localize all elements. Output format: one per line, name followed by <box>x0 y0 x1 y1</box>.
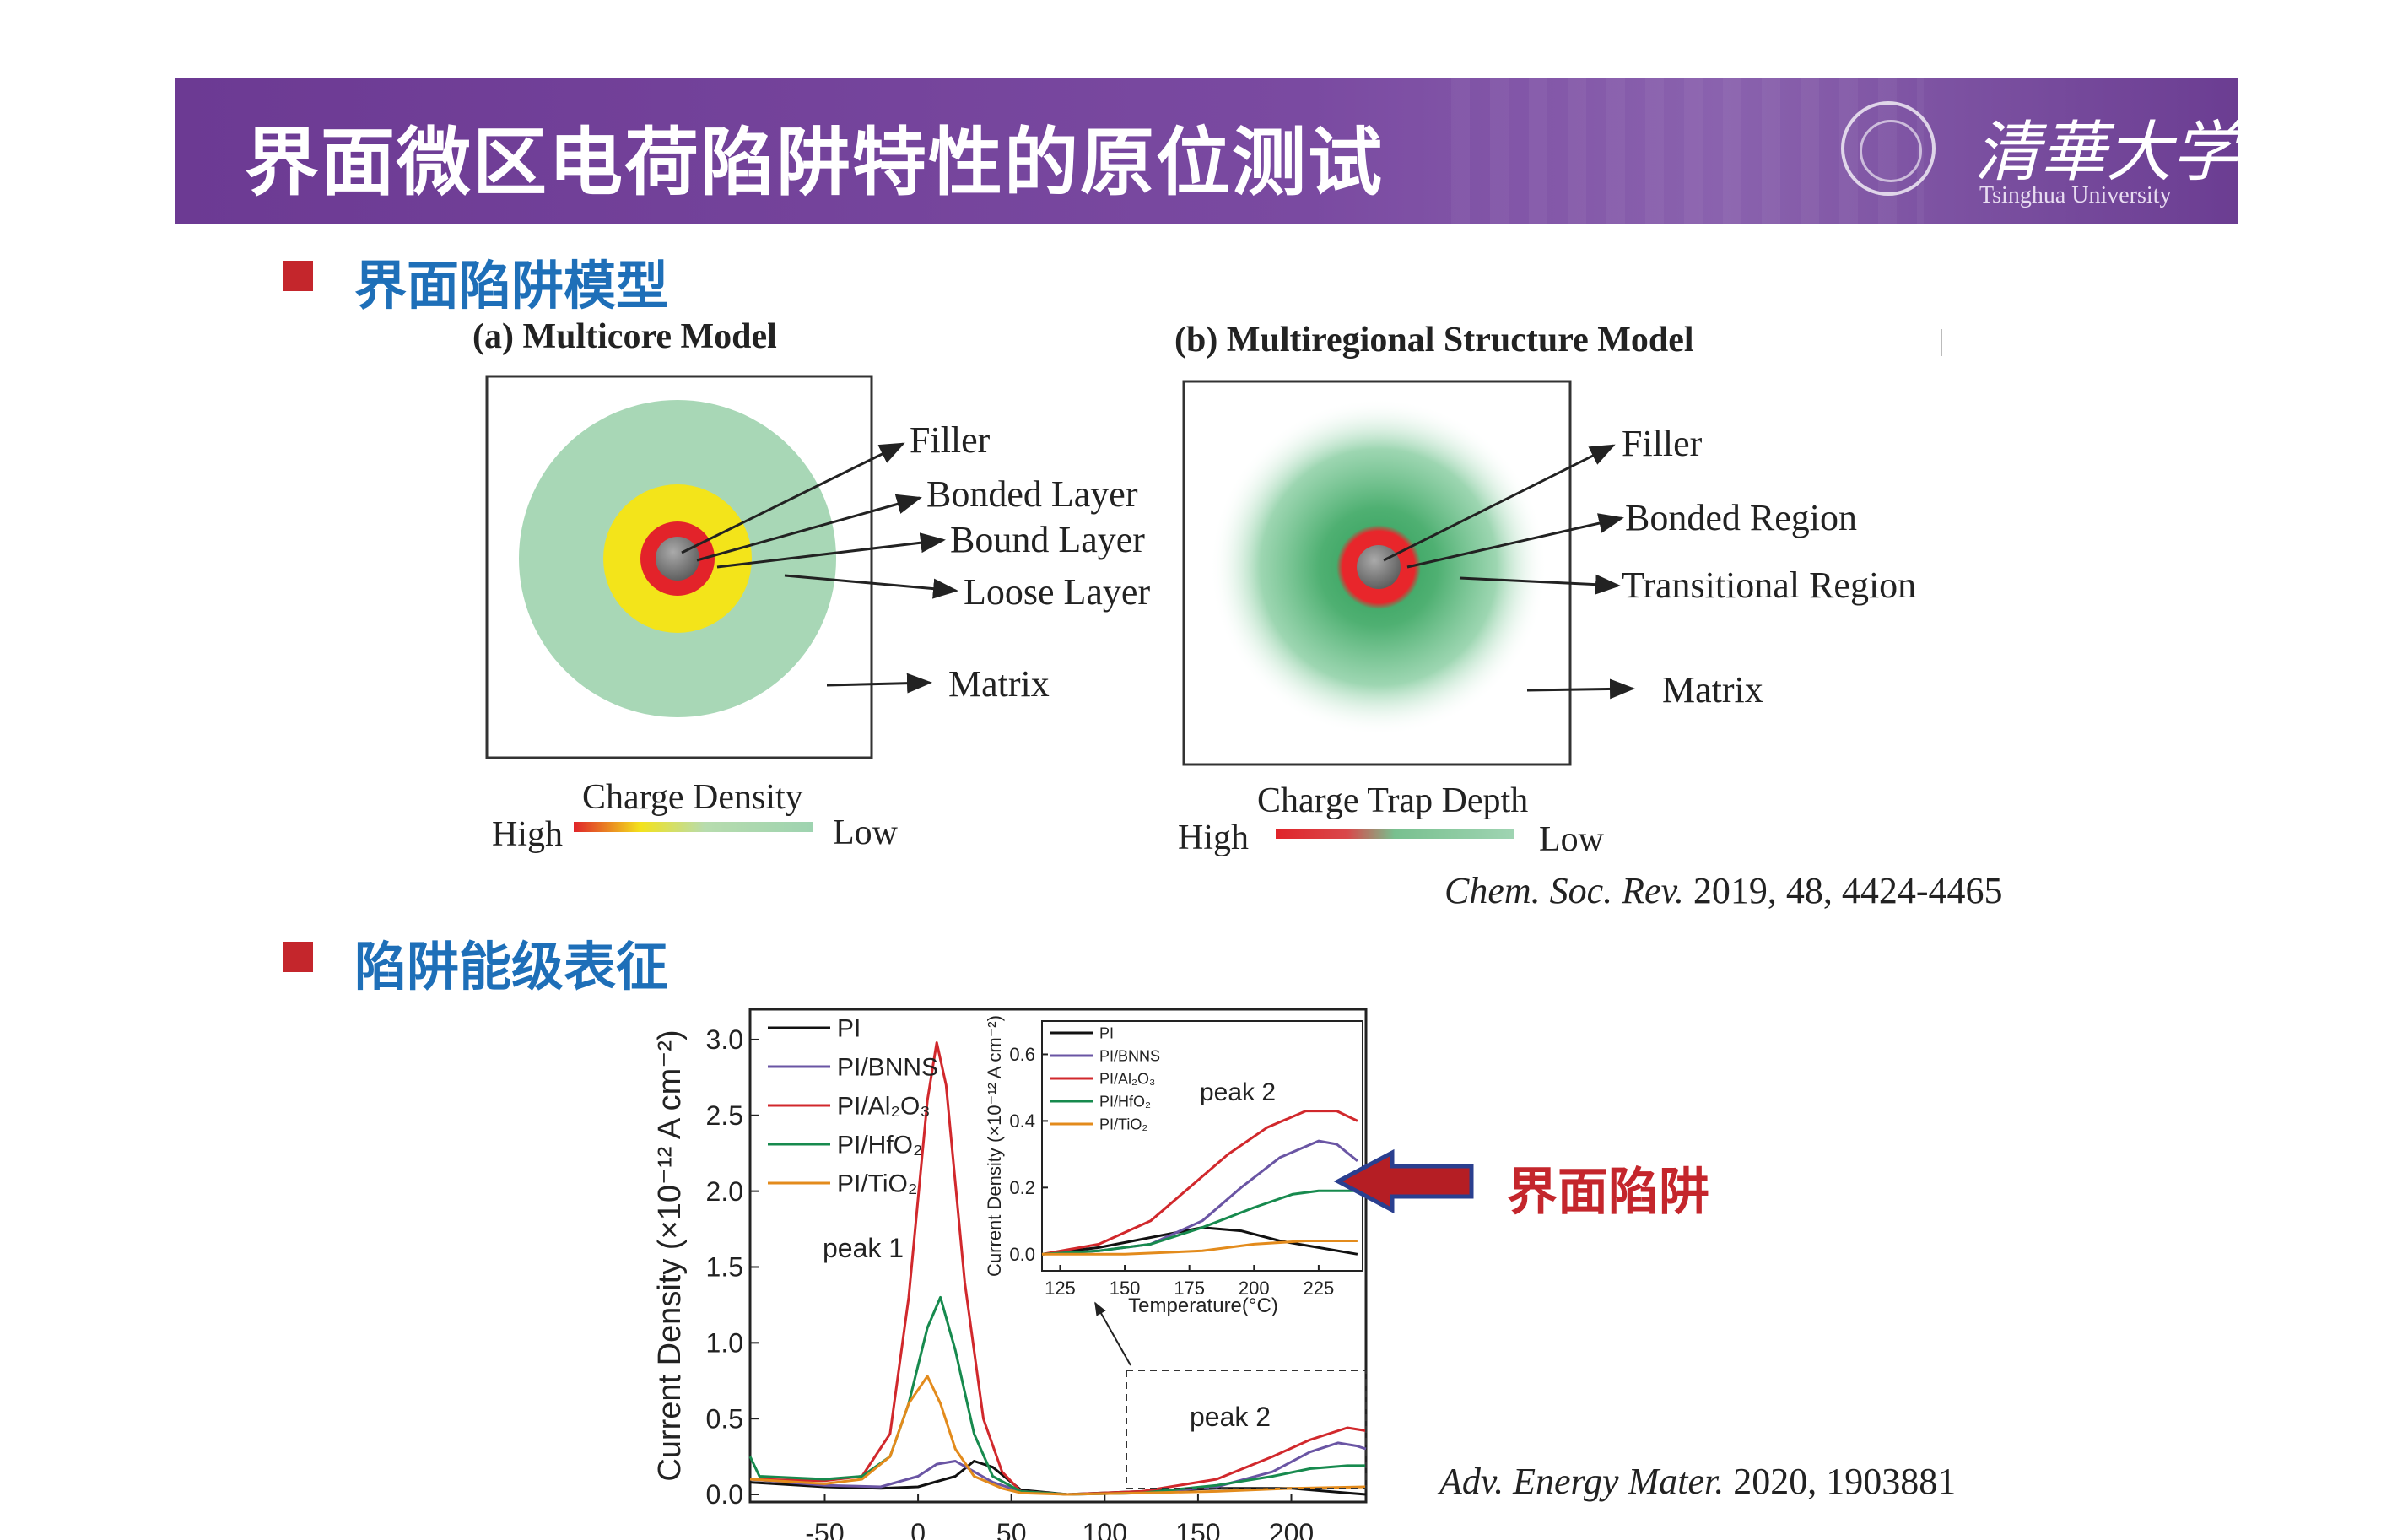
x-tick-label: 100 <box>1083 1518 1127 1540</box>
model-b-scale-low: Low <box>1539 820 1605 859</box>
peak2-zoom-box <box>1126 1370 1367 1489</box>
x-tick-label: 175 <box>1174 1278 1205 1299</box>
model-b-title: (b) Multiregional Structure Model <box>1174 321 1694 359</box>
model-b-label-matrix: Matrix <box>1662 669 1763 711</box>
y-tick-label: 1.0 <box>706 1328 743 1359</box>
section2-bullet-icon <box>283 942 313 972</box>
main-annotation-peak2: peak 2 <box>1190 1402 1271 1432</box>
model-a-label-bound: Bound Layer <box>950 519 1145 560</box>
model-a-scale-low: Low <box>833 813 899 852</box>
interface-trap-label: 界面陷阱 <box>1507 1163 1709 1222</box>
university-logo-en: Tsinghua University <box>1979 182 2172 208</box>
model-a-scale-title: Charge Density <box>582 778 803 817</box>
y-tick-label: 0.6 <box>1009 1044 1035 1065</box>
legend-entry: PI/HfO₂ <box>837 1132 923 1159</box>
y-tick-label: 0.5 <box>706 1403 743 1434</box>
x-tick-label: 0 <box>910 1518 926 1540</box>
y-tick-label: 0.2 <box>1009 1177 1035 1198</box>
y-tick-label: 0.0 <box>706 1479 743 1510</box>
citation-1-details: 2019, 48, 4424-4465 <box>1683 870 2003 911</box>
inset-ylabel: Current Density (×10⁻¹² A cm⁻²) <box>984 1015 1005 1277</box>
y-tick-label: 1.5 <box>706 1252 743 1283</box>
model-a-title: (a) Multicore Model <box>472 317 777 356</box>
university-logo-cn: 清華大学 <box>1974 115 2238 191</box>
legend-entry: PI <box>1099 1024 1114 1041</box>
main-annotation-peak1: peak 1 <box>823 1233 904 1263</box>
model-a-label-filler: Filler <box>910 419 991 461</box>
y-tick-label: 0.4 <box>1009 1110 1035 1132</box>
main-ylabel: Current Density (×10⁻¹² A cm⁻²) <box>652 1029 688 1481</box>
series-line-PI/HfO₂ <box>1041 1189 1358 1256</box>
model-a-label-bonded: Bonded Layer <box>926 473 1138 515</box>
y-tick-label: 0.0 <box>1009 1244 1035 1265</box>
model-b-color-scale <box>1276 829 1514 839</box>
model-a-label-loose: Loose Layer <box>964 571 1150 613</box>
series-line-PI/Al₂O₃ <box>1041 1110 1358 1256</box>
legend-entry: PI/TiO₂ <box>1099 1116 1147 1132</box>
legend-entry: PI/BNNS <box>837 1054 938 1082</box>
model-a-filler <box>656 537 699 581</box>
x-tick-label: 125 <box>1045 1278 1076 1299</box>
model-b-label-transitional: Transitional Region <box>1622 565 1916 606</box>
section2-title: 陷阱能级表征 <box>354 936 669 997</box>
legend-entry: PI/HfO₂ <box>1099 1093 1151 1110</box>
model-a-label-matrix: Matrix <box>948 663 1050 705</box>
series-line-PI/BNNS <box>749 1441 1367 1496</box>
x-tick-label: 200 <box>1269 1518 1314 1540</box>
citation-2-details: 2020, 1903881 <box>1724 1461 1957 1502</box>
x-tick-label: -50 <box>805 1518 844 1540</box>
citation-2: Adv. Energy Mater. 2020, 1903881 <box>1439 1460 1956 1503</box>
section1-title: 界面陷阱模型 <box>354 255 669 316</box>
x-tick-label: 150 <box>1175 1518 1220 1540</box>
legend-entry: PI/Al₂O₃ <box>837 1093 931 1121</box>
citation-2-journal: Adv. Energy Mater. <box>1439 1461 1725 1502</box>
inset-xlabel: Temperature(°C) <box>1128 1294 1278 1317</box>
x-tick-label: 50 <box>996 1518 1027 1540</box>
series-line-PI <box>1041 1226 1358 1256</box>
section1-bullet-icon <box>283 261 313 291</box>
model-a-scale-high: High <box>492 815 563 854</box>
model-b-scale-title: Charge Trap Depth <box>1257 781 1528 820</box>
legend-entry: PI <box>837 1015 861 1043</box>
series-line-PI/TiO₂ <box>1042 1240 1358 1256</box>
x-tick-label: 225 <box>1304 1278 1335 1299</box>
page-title: 界面微区电荷陷阱特性的原位测试 <box>245 119 1385 206</box>
main-plot-frame <box>748 1008 1368 1504</box>
citation-1-journal: Chem. Soc. Rev. <box>1444 870 1684 911</box>
citation-1: Chem. Soc. Rev. 2019, 48, 4424-4465 <box>1444 869 2003 912</box>
series-line-PI/Al₂O₃ <box>749 1041 1367 1496</box>
inset-title: peak 2 <box>1200 1078 1276 1106</box>
series-line-PI/TiO₂ <box>749 1375 1367 1496</box>
model-b-label-bonded: Bonded Region <box>1625 497 1857 538</box>
legend-entry: PI/Al₂O₃ <box>1099 1070 1155 1087</box>
university-seal-icon <box>1841 101 1936 196</box>
model-b-scale-high: High <box>1178 819 1249 857</box>
model-a-color-scale <box>574 822 813 832</box>
y-tick-label: 2.0 <box>706 1176 743 1207</box>
x-tick-label: 200 <box>1239 1278 1270 1299</box>
inset-plot-frame <box>1041 1020 1363 1272</box>
y-tick-label: 2.5 <box>706 1100 743 1131</box>
y-tick-label: 3.0 <box>706 1024 743 1055</box>
highlight-arrow-icon <box>1333 1148 1474 1214</box>
x-tick-label: 150 <box>1110 1278 1141 1299</box>
series-line-PI/HfO₂ <box>748 1295 1366 1496</box>
legend-entry: PI/TiO₂ <box>837 1170 918 1198</box>
legend-entry: PI/BNNS <box>1099 1047 1160 1064</box>
model-b-label-filler: Filler <box>1622 423 1703 464</box>
